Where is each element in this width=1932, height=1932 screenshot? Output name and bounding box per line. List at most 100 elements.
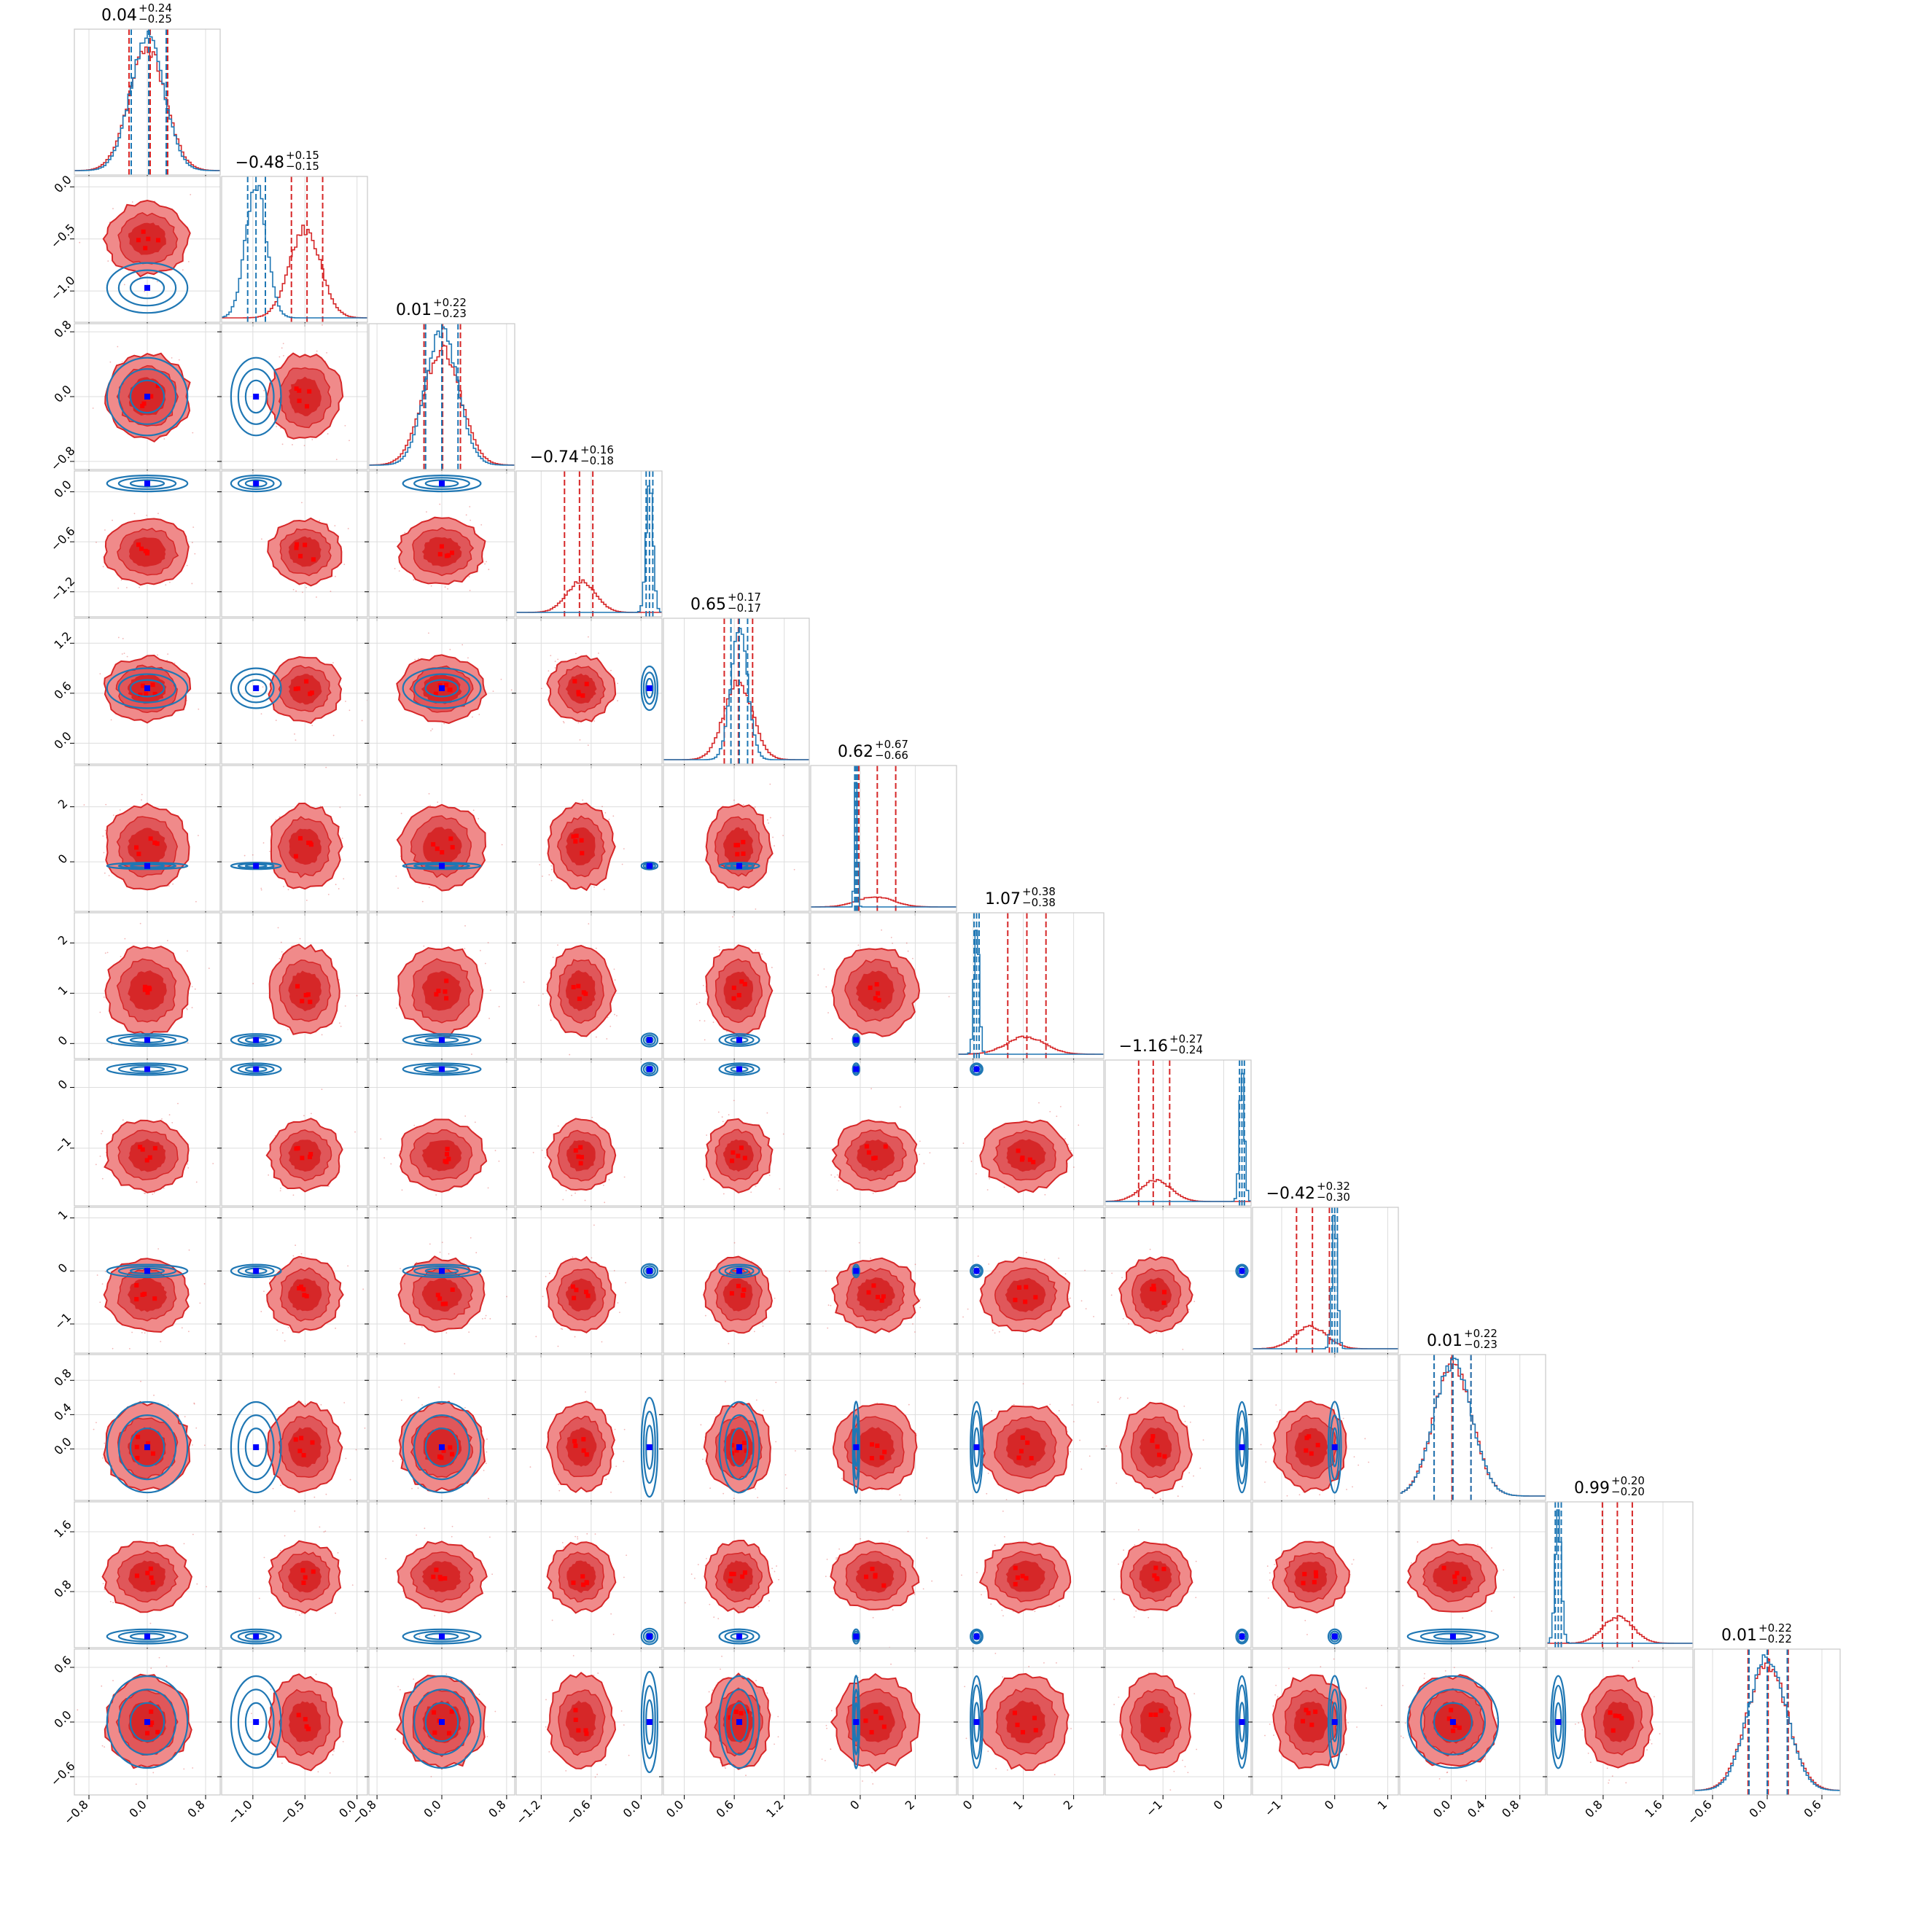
blue-contour-1 (117, 1630, 177, 1643)
sample-point (591, 1116, 593, 1118)
truth-marker (853, 1066, 860, 1072)
sample-point (268, 850, 270, 852)
red-marker (1031, 1159, 1036, 1164)
red-marker (739, 979, 744, 984)
sample-point (1013, 1403, 1015, 1406)
red-marker (1157, 1452, 1162, 1457)
panel-3-1 (217, 470, 368, 621)
sample-point (322, 324, 323, 326)
sample-point (101, 1283, 104, 1285)
sample-point (424, 1527, 426, 1530)
red-marker (871, 1283, 876, 1288)
sample-point (330, 591, 332, 593)
red-marker (734, 1448, 739, 1453)
sample-point (549, 1497, 550, 1499)
sample-point (188, 1249, 190, 1251)
red-marker (441, 1448, 446, 1453)
red-contour-inner (722, 1278, 753, 1312)
blue-contour-1 (413, 477, 470, 490)
sample-point (260, 538, 262, 540)
sample-point (416, 1534, 418, 1536)
red-marker (138, 1145, 143, 1150)
sample-point (157, 513, 159, 515)
sample-point (501, 844, 503, 846)
sample-point (168, 1114, 171, 1115)
sample-point (605, 1479, 607, 1481)
truth-marker (253, 394, 260, 400)
red-marker (577, 997, 582, 1002)
sample-point (349, 1479, 351, 1481)
blue-contour-2 (424, 679, 459, 698)
sample-point (914, 1263, 916, 1266)
sample-point (174, 662, 176, 664)
sample-point (449, 648, 451, 650)
panel-frame (515, 618, 663, 765)
panel-content (516, 1497, 662, 1648)
sample-point (478, 818, 480, 819)
sample-point (177, 1102, 179, 1105)
red-contour-inner (1294, 1427, 1328, 1468)
sample-point (1084, 1269, 1086, 1271)
sample-point (1056, 1115, 1058, 1118)
sample-point (726, 1030, 728, 1032)
sample-point (468, 576, 470, 577)
sample-point (733, 799, 735, 801)
sample-point (579, 739, 581, 741)
y-tick-label: 0.8 (51, 1366, 74, 1389)
sample-point (561, 1513, 563, 1514)
sample-point (128, 1348, 131, 1349)
y-tick-label: −0.5 (48, 221, 78, 251)
sample-point (263, 389, 265, 392)
sample-point (79, 241, 81, 244)
sample-point (614, 1428, 616, 1430)
truth-marker (853, 1444, 860, 1451)
sample-point (301, 1613, 303, 1614)
red-marker (155, 383, 160, 389)
red-marker (141, 401, 147, 406)
sample-point (1276, 1421, 1278, 1423)
sample-point (523, 981, 525, 983)
sample-point (1067, 1143, 1070, 1145)
blue-contour-2 (424, 863, 459, 868)
sample-point (418, 658, 419, 660)
sample-point (552, 957, 554, 959)
sample-point (769, 783, 771, 785)
sample-point (447, 588, 448, 590)
panel-content (222, 1060, 367, 1206)
blue-histogram (811, 782, 957, 908)
panel-5-3 (512, 765, 663, 916)
sample-point (428, 792, 430, 795)
sample-point (404, 1343, 405, 1344)
sample-point (192, 1533, 194, 1535)
sample-point (623, 1176, 626, 1178)
red-marker (742, 1156, 747, 1161)
red-marker (874, 982, 879, 987)
sample-point (929, 1152, 931, 1154)
sample-point (124, 938, 126, 940)
sample-point (303, 445, 305, 447)
sample-point (326, 351, 328, 354)
panel-7-3 (512, 1059, 663, 1210)
sample-point (192, 1444, 193, 1446)
diag-panel-3: −0.74 +0.16−0.18 (515, 443, 663, 621)
sample-point (1188, 1309, 1190, 1311)
red-marker (134, 1296, 139, 1301)
sample-point (311, 725, 313, 726)
red-marker (1029, 1456, 1034, 1461)
panel-9-2 (365, 1354, 515, 1505)
sample-point (153, 1394, 155, 1396)
blue-contour-2 (244, 863, 268, 868)
sample-point (417, 1487, 419, 1489)
blue-contour-1 (413, 862, 470, 869)
sample-point (284, 1340, 286, 1341)
red-contour-inner (1005, 1277, 1046, 1312)
sample-point (343, 1402, 346, 1403)
sample-point (890, 936, 892, 938)
sample-point (601, 806, 603, 808)
sample-point (604, 1201, 606, 1204)
panel-content (958, 913, 1104, 1059)
blue-contour-0 (230, 1401, 282, 1494)
red-marker (297, 388, 302, 393)
red-marker (445, 1152, 450, 1157)
sample-point (195, 1427, 198, 1429)
